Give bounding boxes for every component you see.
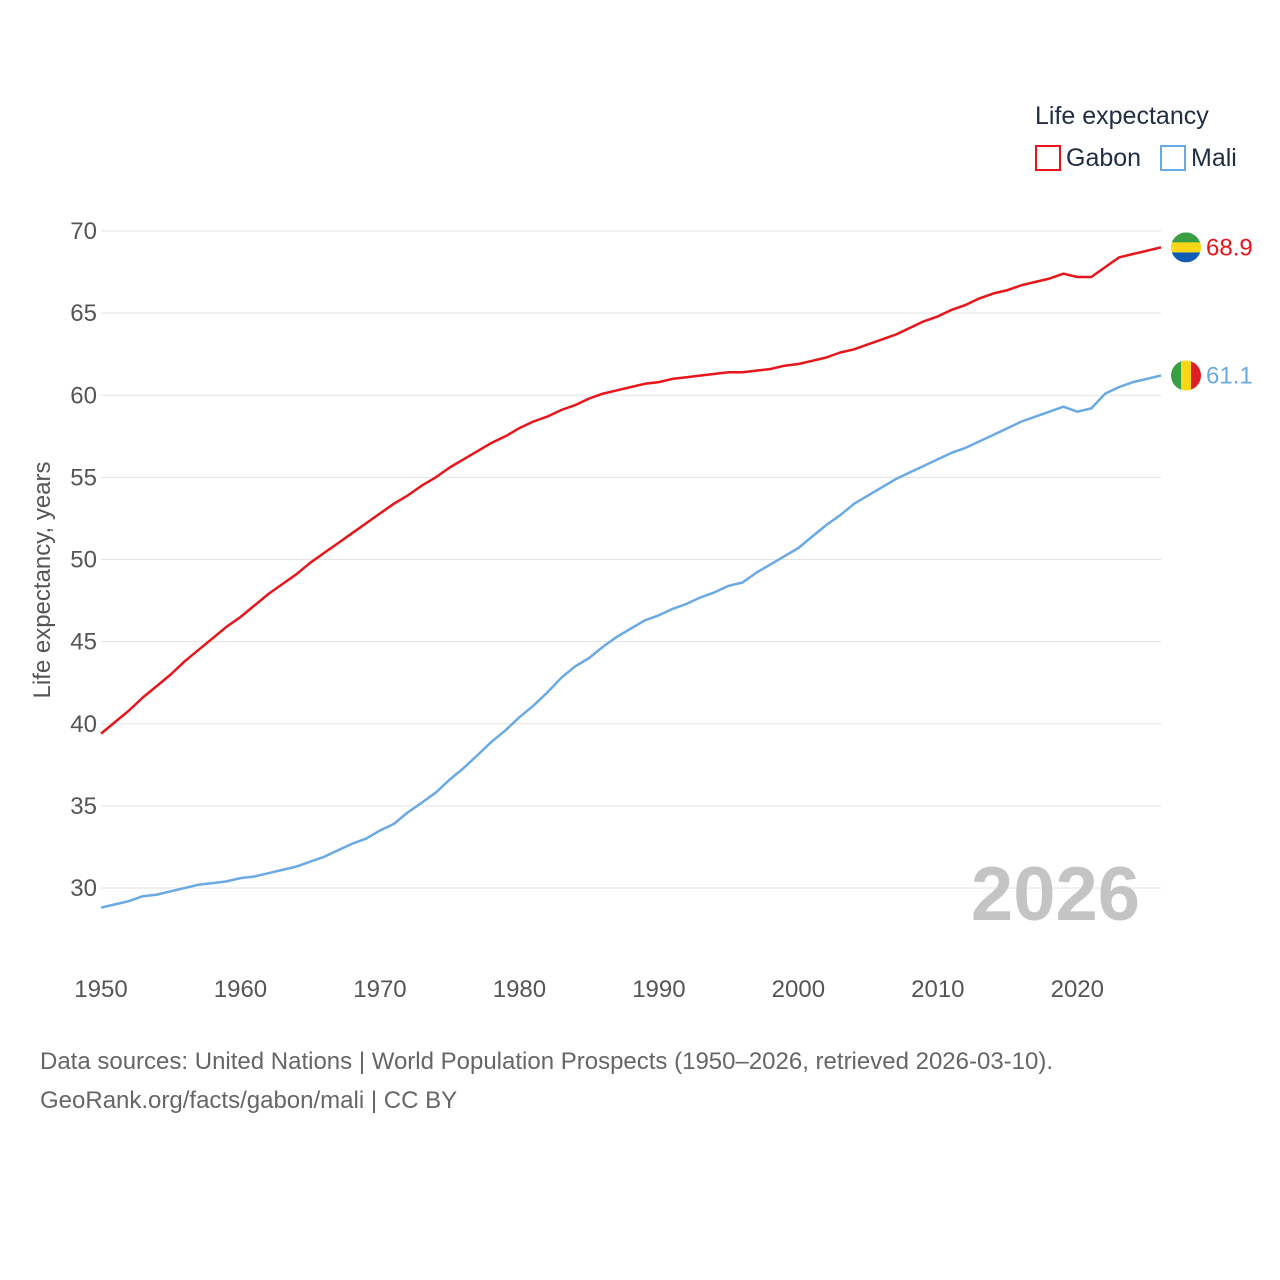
y-tick-label: 50 xyxy=(70,547,97,574)
gabon-flag-green xyxy=(1171,232,1201,243)
gabon-flag-blue xyxy=(1171,252,1201,263)
x-tick-label: 2010 xyxy=(911,976,964,1003)
legend-title: Life expectancy xyxy=(1035,102,1209,130)
mali-flag-icon xyxy=(1171,360,1201,391)
y-tick-label: 55 xyxy=(70,464,97,491)
gabon-end-value: 68.9 xyxy=(1206,234,1253,261)
mali-flag-yellow xyxy=(1181,360,1191,391)
legend-label-mali[interactable]: Mali xyxy=(1191,144,1237,172)
x-tick-label: 1980 xyxy=(493,976,546,1003)
y-tick-label: 70 xyxy=(70,218,97,245)
y-tick-label: 65 xyxy=(70,300,97,327)
x-tick-label: 1970 xyxy=(353,976,406,1003)
mali-flag-red xyxy=(1191,360,1201,391)
legend-swatch-gabon[interactable] xyxy=(1035,145,1061,171)
x-tick-label: 1950 xyxy=(74,976,127,1003)
data-source-text: Data sources: United Nations | World Pop… xyxy=(40,1048,1054,1075)
x-tick-label: 1960 xyxy=(214,976,267,1003)
year-watermark: 2026 xyxy=(971,852,1140,937)
mali-flag-green xyxy=(1171,360,1181,391)
x-tick-label: 2000 xyxy=(772,976,825,1003)
series-line-gabon[interactable] xyxy=(100,246,1162,735)
x-tick-label: 1990 xyxy=(632,976,685,1003)
legend-swatch-mali[interactable] xyxy=(1160,145,1186,171)
source-footer: Data sources: United Nations | World Pop… xyxy=(40,1042,1240,1120)
y-tick-label: 40 xyxy=(70,711,97,738)
y-tick-label: 30 xyxy=(70,875,97,902)
series-line-mali[interactable] xyxy=(100,374,1162,909)
x-tick-label: 2020 xyxy=(1051,976,1104,1003)
y-axis-label: Life expectancy, years xyxy=(29,461,56,698)
gabon-flag-yellow xyxy=(1171,242,1201,253)
mali-end-value: 61.1 xyxy=(1206,363,1253,390)
legend: Life expectancy Gabon Mali xyxy=(1035,102,1237,172)
y-tick-label: 60 xyxy=(70,382,97,409)
grid-lines xyxy=(101,230,1161,889)
x-axis-ticks: 1950 1960 1970 1980 1990 2000 2010 2020 xyxy=(74,976,1104,1003)
y-tick-label: 45 xyxy=(70,629,97,656)
y-tick-label: 35 xyxy=(70,793,97,820)
line-chart: 30 35 40 45 50 55 60 65 70 1950 1960 1970 1980 1990 2… xyxy=(29,102,1253,1003)
y-axis-ticks: 30 35 40 45 50 55 60 65 70 xyxy=(70,218,97,902)
gabon-flag-icon xyxy=(1171,232,1201,263)
legend-label-gabon[interactable]: Gabon xyxy=(1066,144,1141,172)
credit-text: GeoRank.org/facts/gabon/mali | CC BY xyxy=(40,1087,458,1114)
series-lines xyxy=(100,246,1162,909)
